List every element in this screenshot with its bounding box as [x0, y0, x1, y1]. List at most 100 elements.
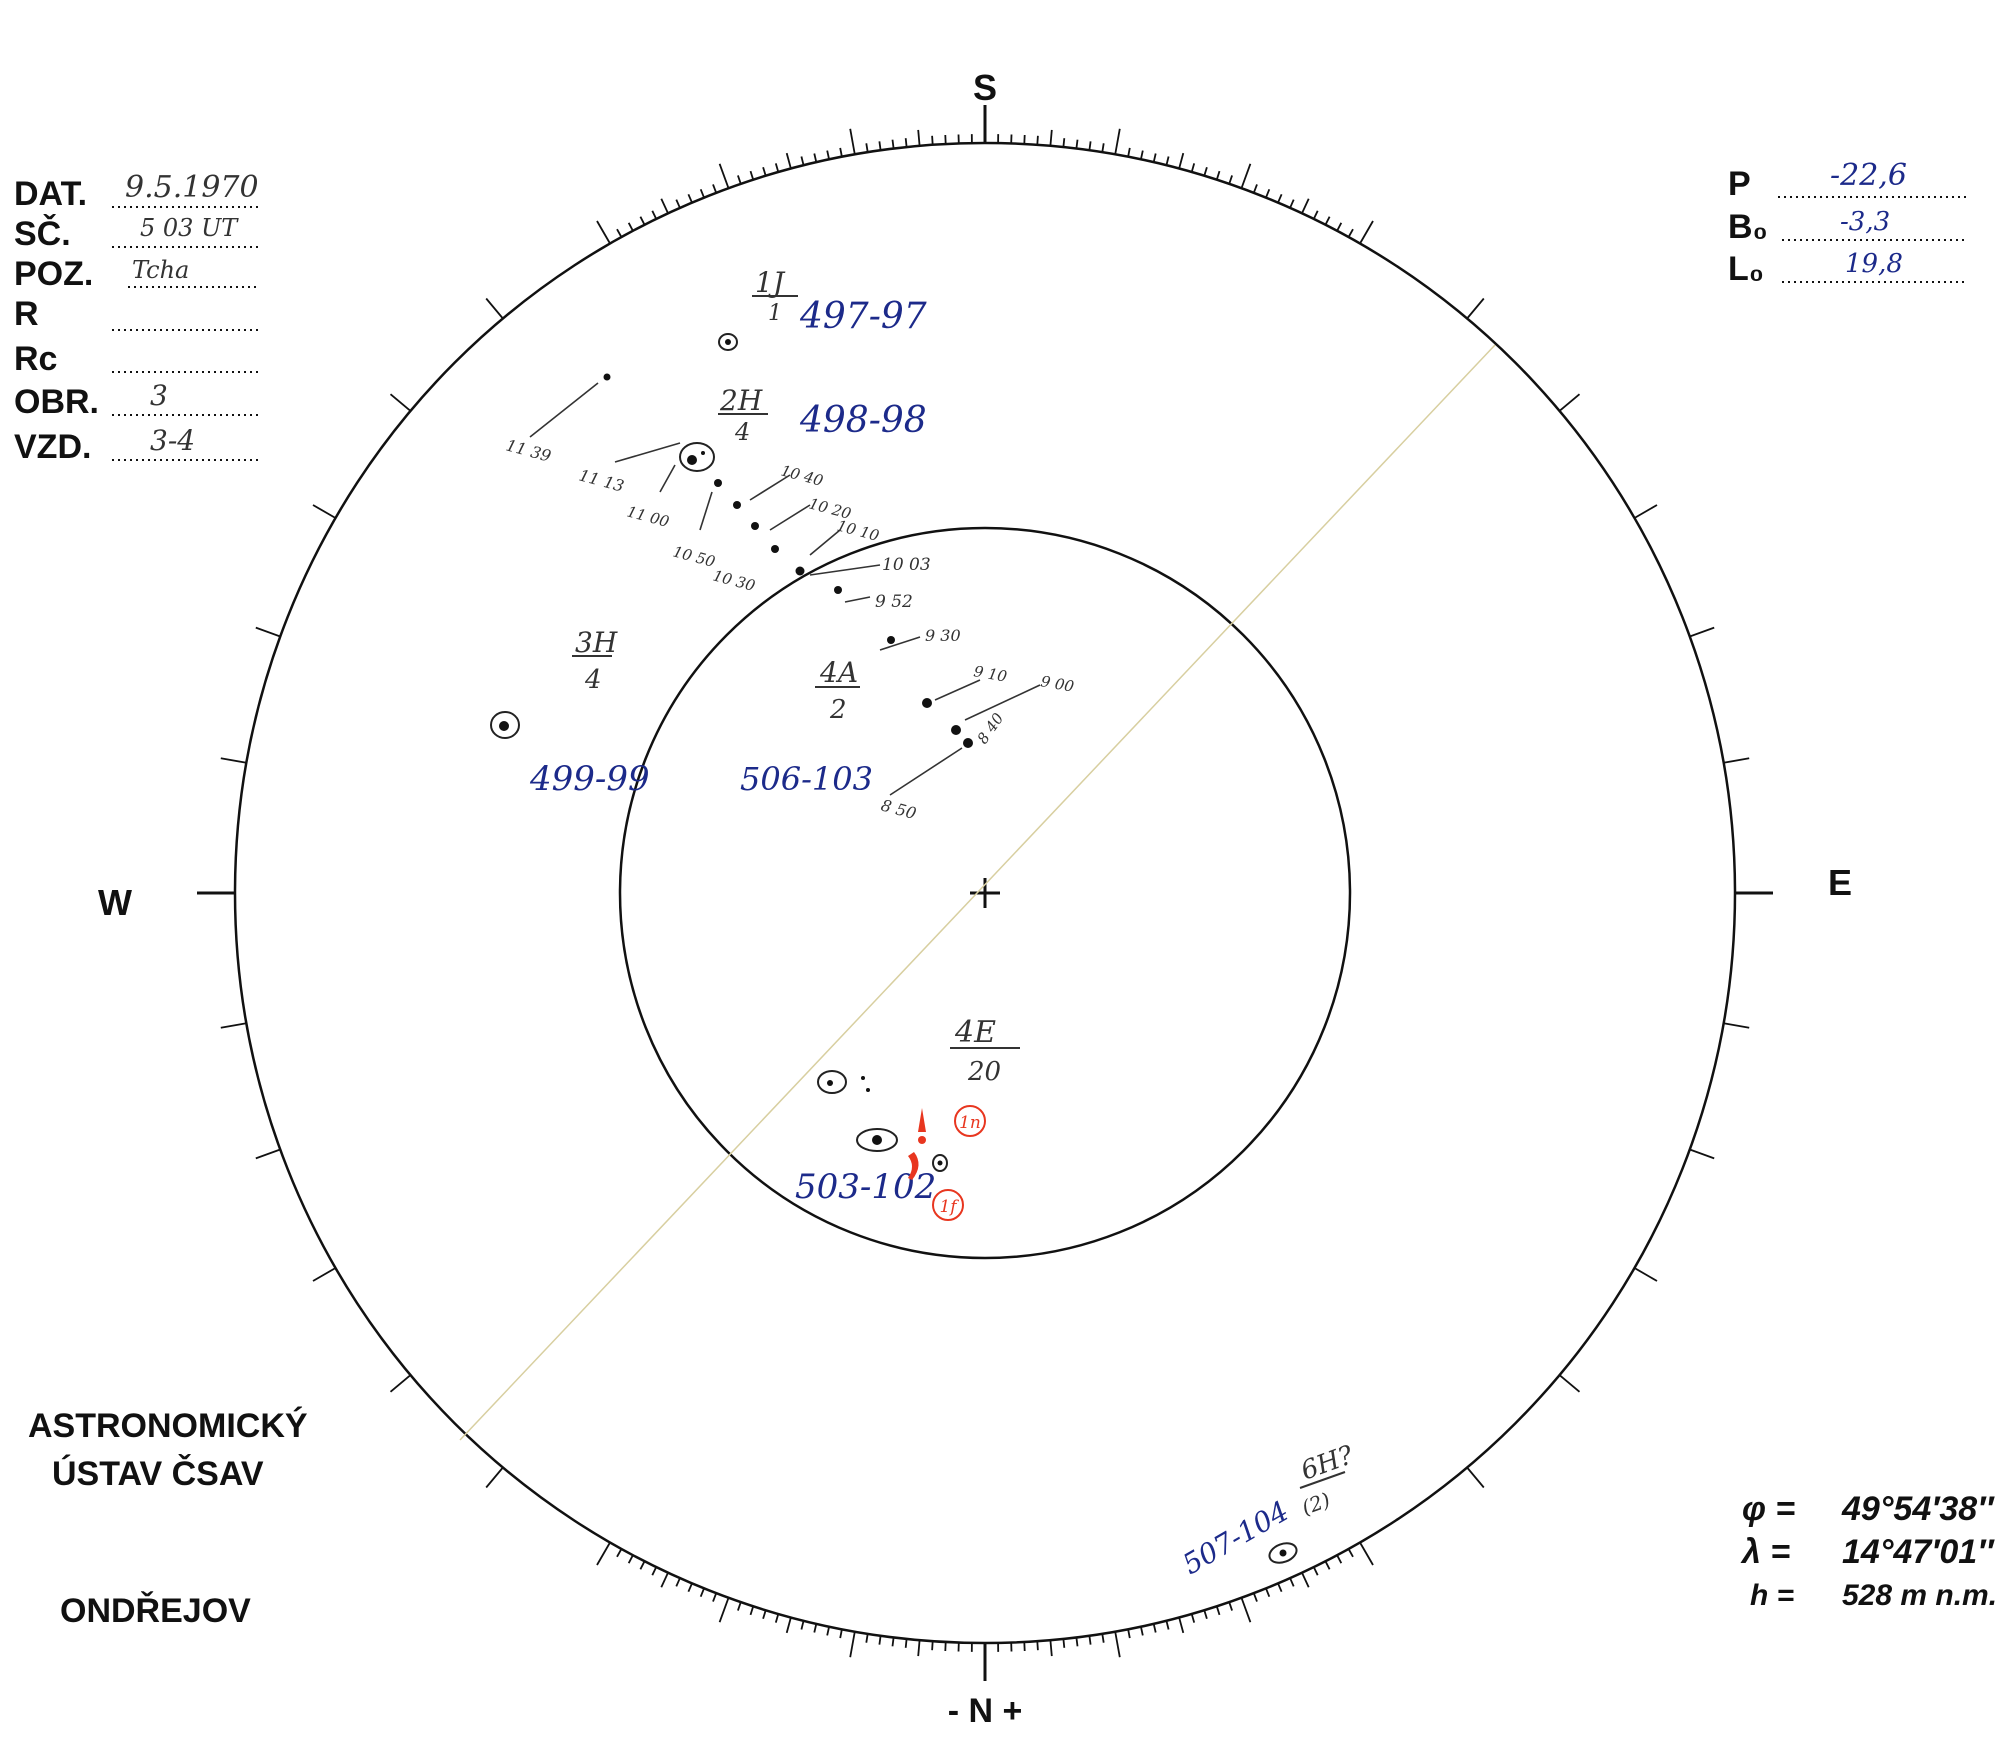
group-class-top: 1J [755, 266, 786, 299]
tick-mark [1359, 220, 1374, 244]
sunspot-group-503-102: 4E 20 503-102 1n 1f [795, 1015, 1020, 1221]
tick-mark [1088, 1635, 1092, 1645]
sunspot-umbra [937, 1160, 943, 1166]
header-fields: DAT. 9.5.1970 SČ. 5 03 UT POZ. Tcha R Rc… [14, 170, 259, 466]
tick-mark [687, 1583, 693, 1593]
sunspot-group-506-103: 4A 2 506-103 [740, 656, 973, 798]
track-point [714, 479, 722, 487]
tick-mark [699, 1588, 705, 1598]
tick-mark [1723, 757, 1750, 764]
date-value: 9.5.1970 [125, 170, 259, 205]
tick-mark [1277, 1583, 1283, 1593]
sunspot-umbra [872, 1135, 882, 1145]
sunspot-penumbra [1268, 1542, 1298, 1564]
group-number: 499-99 [529, 759, 650, 799]
tick-mark [389, 393, 412, 412]
tick-mark [1277, 193, 1283, 203]
lambda-symbol: λ = [1740, 1533, 1790, 1571]
tick-mark [660, 1572, 669, 1588]
institute-block: ASTRONOMICKÝ ÚSTAV ČSAV ONDŘEJOV [28, 1407, 308, 1630]
sunspot-penumbra [932, 1154, 948, 1172]
tick-mark [1228, 175, 1233, 185]
tick-mark [627, 222, 634, 232]
tick-mark [1634, 504, 1658, 519]
flare-mark [918, 1136, 926, 1144]
track-time: 10 10 [835, 516, 882, 545]
track-point [834, 586, 842, 594]
b0-value: -3,3 [1840, 207, 1890, 237]
track-time: 9 00 [1039, 672, 1075, 696]
track-time: 9 30 [925, 626, 961, 645]
tick-mark [1190, 163, 1196, 173]
degree-tick-marks [197, 105, 1773, 1681]
tick-mark [1127, 1629, 1131, 1639]
sunspot-penumbra [679, 442, 715, 472]
sunspot-umbra [499, 721, 509, 731]
compass-north: - N + [948, 1692, 1023, 1730]
tick-mark [1088, 141, 1092, 151]
tick-mark [712, 184, 718, 194]
tick-mark [774, 163, 780, 173]
sunspot-umbra [1279, 1549, 1287, 1557]
track-arrow [964, 684, 1041, 721]
tick-mark [616, 1548, 623, 1558]
tick-mark [1289, 1577, 1295, 1587]
sunspot-umbra [861, 1076, 865, 1080]
tick-mark [1301, 198, 1310, 214]
sunspot-umbra [951, 725, 961, 735]
tick-mark [849, 1631, 856, 1658]
track-point [751, 522, 759, 530]
tick-mark [627, 1554, 634, 1564]
tick-mark [220, 1022, 247, 1029]
tick-mark [1152, 153, 1157, 163]
institute-line-2: ÚSTAV ČSAV [52, 1454, 264, 1493]
track-time: 11 13 [577, 466, 626, 496]
tick-mark [917, 1640, 921, 1657]
track-time: 8 50 [879, 796, 918, 824]
tick-mark [485, 297, 504, 320]
group-class-bottom: 20 [967, 1057, 1001, 1087]
observer-label: POZ. [14, 255, 93, 293]
tick-mark [865, 1633, 869, 1643]
tick-mark [675, 1577, 681, 1587]
sunspot-penumbra [817, 1070, 847, 1094]
l0-label: L₀ [1728, 250, 1764, 288]
sunspot-umbra [866, 1088, 870, 1092]
p-angle-value: -22,6 [1830, 158, 1907, 193]
tick-mark [220, 757, 247, 764]
tick-mark [917, 129, 921, 146]
sunspot-umbra [687, 455, 697, 465]
track-time: 9 52 [875, 592, 913, 612]
tick-mark [1265, 1588, 1271, 1598]
flare-badge-1n [954, 1105, 986, 1137]
tick-mark [1036, 135, 1039, 145]
tick-mark [1140, 1626, 1144, 1636]
height-value: 528 m n.m. [1842, 1579, 1997, 1612]
flare-mark [908, 1152, 919, 1180]
tick-mark [389, 1374, 412, 1393]
track-arrow [809, 564, 881, 576]
tick-mark [1723, 1022, 1750, 1029]
tick-mark [1062, 1638, 1066, 1648]
tick-mark [749, 1606, 755, 1616]
tick-mark [1558, 393, 1581, 412]
tick-mark [1114, 128, 1121, 155]
track-arrow [659, 464, 676, 493]
tick-mark [1228, 1601, 1233, 1611]
track-point [733, 501, 741, 509]
b0-label: B₀ [1728, 208, 1768, 246]
tick-mark [878, 1635, 882, 1645]
tick-mark [312, 504, 336, 519]
tick-mark [1152, 1623, 1157, 1633]
track-time: 9 10 [972, 662, 1008, 686]
tick-mark [1324, 216, 1331, 226]
tick-mark [1114, 1631, 1121, 1658]
tick-mark [749, 170, 755, 180]
sunspot-penumbra [856, 1128, 898, 1152]
inner-disk-circle [618, 526, 1352, 1260]
tick-mark [891, 139, 895, 149]
tick-mark [826, 1626, 830, 1636]
group-number: 498-98 [799, 400, 927, 441]
tick-mark [660, 198, 669, 214]
